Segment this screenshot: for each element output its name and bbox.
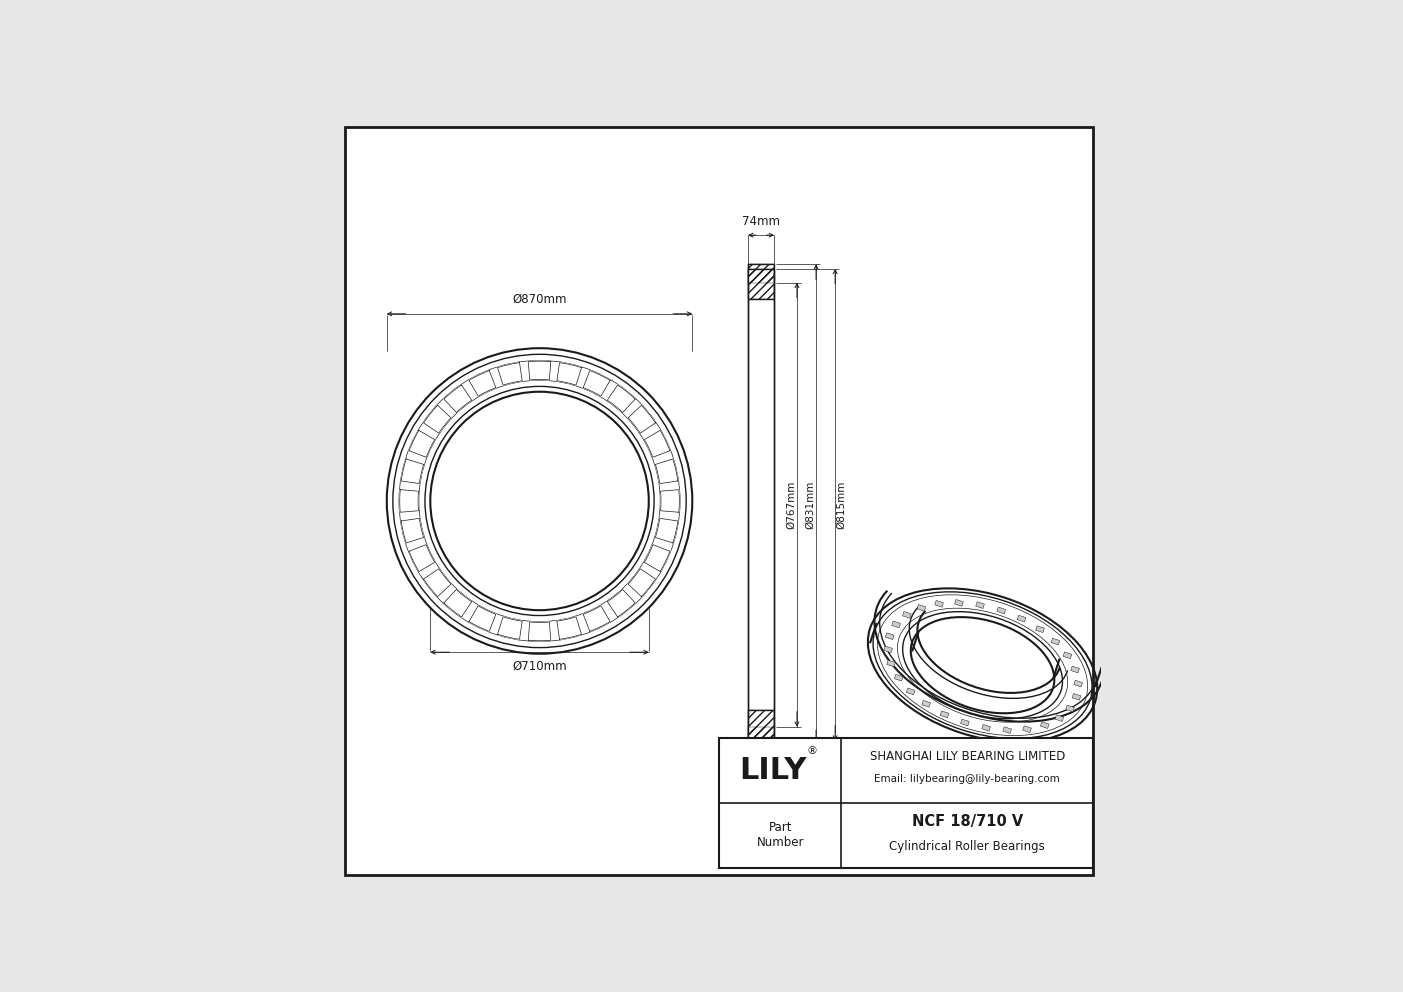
Bar [748, 727, 774, 745]
Polygon shape [401, 519, 424, 543]
Polygon shape [469, 371, 495, 396]
Bar [902, 611, 911, 618]
Bar [748, 727, 774, 745]
Polygon shape [424, 406, 450, 434]
Bar [961, 719, 969, 726]
Text: SHANGHAI LILY BEARING LIMITED: SHANGHAI LILY BEARING LIMITED [870, 750, 1065, 763]
Bar [885, 633, 894, 640]
Text: ®: ® [807, 746, 818, 756]
Polygon shape [469, 606, 495, 631]
Polygon shape [655, 519, 678, 543]
Text: Ø710mm: Ø710mm [512, 660, 567, 673]
Polygon shape [498, 617, 522, 639]
Text: 74mm: 74mm [742, 214, 780, 227]
Bar [1070, 667, 1079, 673]
Bar [1055, 715, 1063, 721]
Bar [906, 688, 915, 694]
Bar [884, 646, 892, 653]
Bar [748, 264, 774, 283]
Bar [887, 660, 895, 667]
Polygon shape [410, 431, 435, 457]
Bar [1063, 652, 1072, 659]
Polygon shape [498, 363, 522, 385]
Bar [1051, 638, 1059, 645]
Polygon shape [400, 490, 418, 512]
Text: Ø815mm: Ø815mm [836, 480, 846, 529]
Polygon shape [557, 363, 581, 385]
Bar [892, 621, 901, 628]
Bar [748, 710, 774, 741]
Text: Ø870mm: Ø870mm [512, 294, 567, 307]
Polygon shape [529, 361, 551, 380]
Text: Email: lilybearing@lily-bearing.com: Email: lilybearing@lily-bearing.com [874, 775, 1061, 785]
Polygon shape [644, 545, 671, 571]
Polygon shape [584, 371, 610, 396]
Bar [1023, 726, 1031, 732]
Polygon shape [607, 589, 636, 617]
Polygon shape [424, 568, 450, 596]
Polygon shape [410, 545, 435, 571]
Bar [748, 710, 774, 741]
Bar [982, 724, 991, 731]
Bar [940, 711, 948, 717]
Polygon shape [629, 568, 655, 596]
Polygon shape [443, 589, 471, 617]
Bar [748, 269, 774, 300]
Bar [748, 269, 774, 300]
Text: Ø767mm: Ø767mm [787, 480, 797, 529]
Bar [895, 675, 904, 682]
Bar [748, 264, 774, 283]
Polygon shape [443, 385, 471, 413]
Text: Cylindrical Roller Bearings: Cylindrical Roller Bearings [890, 840, 1045, 853]
Bar [975, 602, 985, 608]
Bar [918, 604, 926, 611]
Bar [1017, 615, 1026, 622]
Bar [1003, 727, 1012, 733]
Bar [718, 738, 1093, 868]
Bar [954, 599, 964, 606]
Bar [1035, 626, 1044, 633]
Text: Part
Number: Part Number [756, 821, 804, 849]
Polygon shape [607, 385, 636, 413]
Polygon shape [529, 622, 551, 641]
Bar [1066, 705, 1075, 712]
Polygon shape [584, 606, 610, 631]
Bar [934, 600, 943, 607]
Text: LILY: LILY [739, 756, 807, 785]
Polygon shape [557, 617, 581, 639]
Bar [922, 700, 930, 707]
Text: Ø831mm: Ø831mm [805, 480, 815, 529]
Bar [998, 607, 1006, 614]
Bar [1041, 722, 1049, 728]
Polygon shape [661, 490, 679, 512]
Polygon shape [655, 459, 678, 483]
Bar [1072, 693, 1080, 700]
Polygon shape [629, 406, 655, 434]
Bar [1073, 681, 1083, 686]
Polygon shape [644, 431, 671, 457]
Polygon shape [401, 459, 424, 483]
Text: NCF 18/710 V: NCF 18/710 V [912, 813, 1023, 829]
